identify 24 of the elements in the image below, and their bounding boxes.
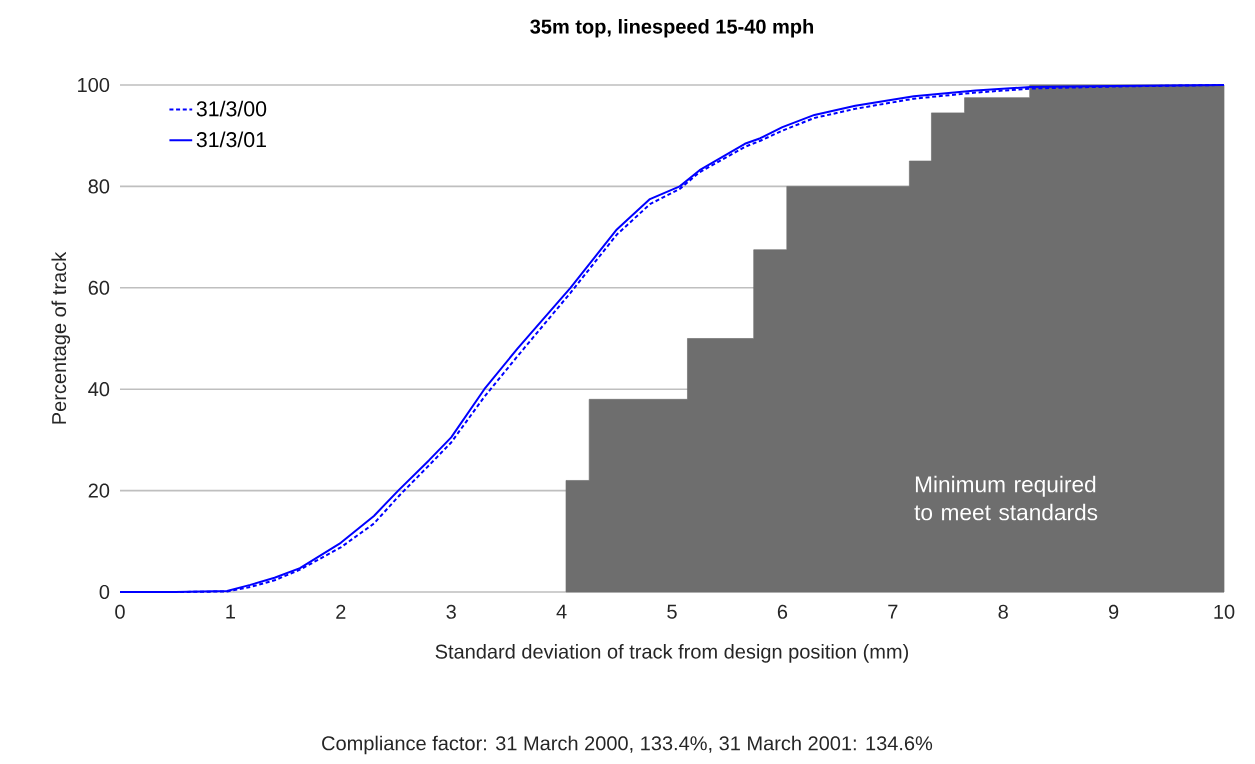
x-tick-label: 1 [226,604,235,619]
x-tick-label: 3 [446,604,456,619]
y-tick-label: 40 [88,382,110,397]
x-axis-title: Standard deviation of track from design position (mm) [435,644,909,663]
x-tick-label: 8 [998,604,1008,619]
y-tick-label: 20 [88,483,110,498]
y-tick-label: 100 [78,77,110,93]
legend-label: 31/3/01 [196,131,266,148]
x-tick-label: 9 [1108,604,1119,619]
x-tick-label: 2 [336,604,346,619]
x-tick-label: 0 [115,604,125,619]
series-label: Minimum required to meet standards [914,475,1098,521]
chart-title: 35m top, linespeed 15-40 mph [530,18,814,38]
y-tick-label: 80 [88,179,110,194]
x-tick-label: 6 [777,604,788,619]
x-tick-label: 5 [667,604,677,619]
x-tick-label: 10 [1214,604,1235,619]
y-tick-label: 60 [88,280,110,295]
x-tick-label: 7 [888,604,898,619]
y-tick-label: 0 [99,584,110,600]
text: Compliance factor: 31 March 2000, 133.4%, 31 March 2001: 134.6% [322,735,933,755]
x-tick-label: 4 [556,604,567,619]
y-axis-title: Percentage of track [51,251,71,424]
legend-label: 31/3/00 [196,100,267,117]
